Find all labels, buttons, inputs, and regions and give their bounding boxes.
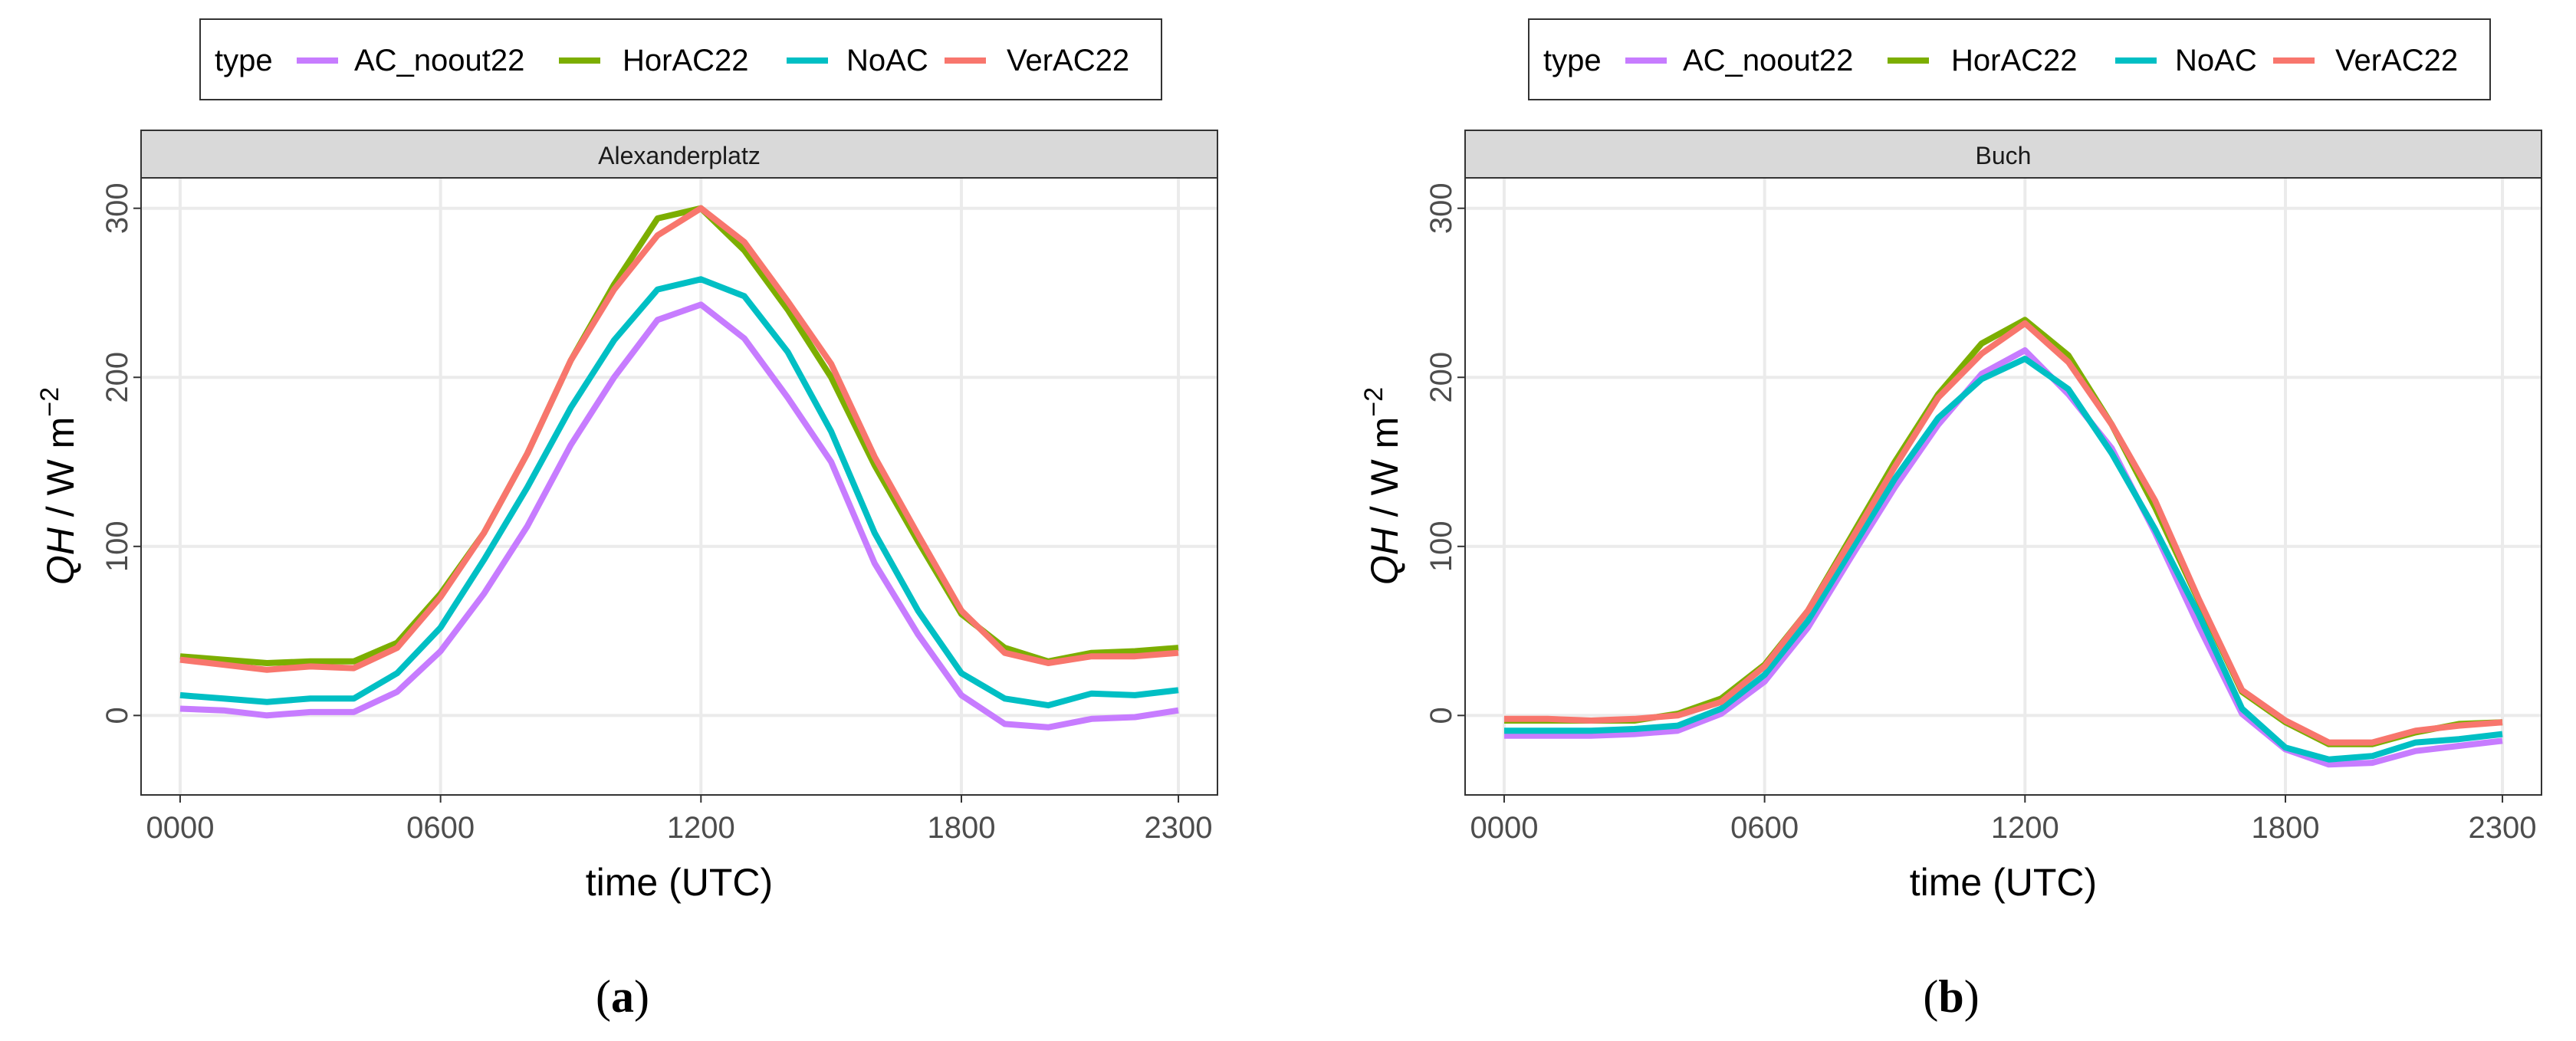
x-tick-label-0600: 0600 [1730, 811, 1799, 845]
legend-label-verac22: VerAC22 [1007, 44, 1129, 77]
y-tick-label-300: 300 [100, 182, 134, 234]
x-tick-label-1800: 1800 [2251, 811, 2319, 845]
series-line-noac [179, 276, 1179, 709]
x-axis-title: time (UTC) [586, 861, 773, 904]
legend-label-horac22: HorAC22 [1951, 44, 2078, 77]
chart-panel-alexanderplatz: type AC_noout22 HorAC22 NoAC VerAC22 Ale… [35, 18, 1218, 1022]
plot-border [140, 177, 1218, 796]
y-axis-title-quantity: QH [1363, 527, 1406, 585]
legend-title: type [1543, 44, 1602, 77]
y-tick-label-300: 300 [1424, 182, 1458, 234]
y-tick-label-100: 100 [1424, 520, 1458, 572]
facet-strip-label: Alexanderplatz [598, 142, 761, 169]
plot-area [1465, 178, 2542, 795]
x-tick-label-0000: 0000 [146, 811, 214, 845]
series-line-horac22 [179, 205, 1179, 666]
series-line-verac22 [1504, 320, 2503, 746]
panel-caption-letter: b [1938, 971, 1963, 1022]
series-line-ac-noout22 [179, 301, 1179, 731]
panel-caption-letter: a [611, 971, 634, 1022]
x-tick-label-1800: 1800 [927, 811, 995, 845]
y-axis-title-exponent: −2 [1359, 387, 1388, 417]
legend-box [199, 18, 1162, 100]
y-axis-title-units: / W m [1363, 417, 1406, 517]
legend-title: type [215, 44, 273, 77]
y-axis-title: QH / W m−2 [1359, 387, 1406, 585]
x-tick-label-2300: 2300 [1145, 811, 1213, 845]
legend-label-noac: NoAC [846, 44, 928, 77]
legend: type AC_noout22 HorAC22 NoAC VerAC22 [1528, 18, 2491, 100]
legend-label-ac-noout22: AC_noout22 [1683, 44, 1853, 77]
y-tick-label-0: 0 [100, 707, 134, 724]
chart-panel-buch: type AC_noout22 HorAC22 NoAC VerAC22 Buc… [1359, 18, 2542, 1022]
x-axis-title: time (UTC) [1910, 861, 2097, 904]
legend-label-ac-noout22: AC_noout22 [354, 44, 524, 77]
y-tick-label-200: 200 [100, 352, 134, 403]
legend-box [1528, 18, 2491, 100]
y-tick-label-100: 100 [100, 520, 134, 572]
x-tick-label-2300: 2300 [2469, 811, 2537, 845]
legend-label-noac: NoAC [2175, 44, 2257, 77]
plot-area [141, 178, 1217, 795]
plot-border [1464, 177, 2542, 796]
facet-strip-label: Buch [1976, 142, 2032, 169]
panel-caption: (b) [1923, 971, 1979, 1022]
series-line-noac [1504, 356, 2503, 763]
legend-label-verac22: VerAC22 [2335, 44, 2458, 77]
series-line-verac22 [179, 205, 1179, 673]
series-line-ac-noout22 [1504, 347, 2503, 768]
x-tick-label-1200: 1200 [667, 811, 735, 845]
legend-label-horac22: HorAC22 [623, 44, 749, 77]
x-tick-label-0600: 0600 [406, 811, 475, 845]
y-axis-title: QH / W m−2 [35, 387, 82, 585]
y-tick-label-200: 200 [1424, 352, 1458, 403]
y-axis-title-exponent: −2 [35, 387, 64, 417]
x-tick-label-0000: 0000 [1470, 811, 1538, 845]
panel-caption: (a) [596, 971, 649, 1022]
legend: type AC_noout22 HorAC22 NoAC VerAC22 [199, 18, 1162, 100]
y-axis-title-quantity: QH [39, 527, 82, 585]
facet-strip [1464, 130, 2542, 179]
y-axis-title-units: / W m [39, 417, 82, 517]
y-tick-label-0: 0 [1424, 707, 1458, 724]
x-tick-label-1200: 1200 [1991, 811, 2059, 845]
